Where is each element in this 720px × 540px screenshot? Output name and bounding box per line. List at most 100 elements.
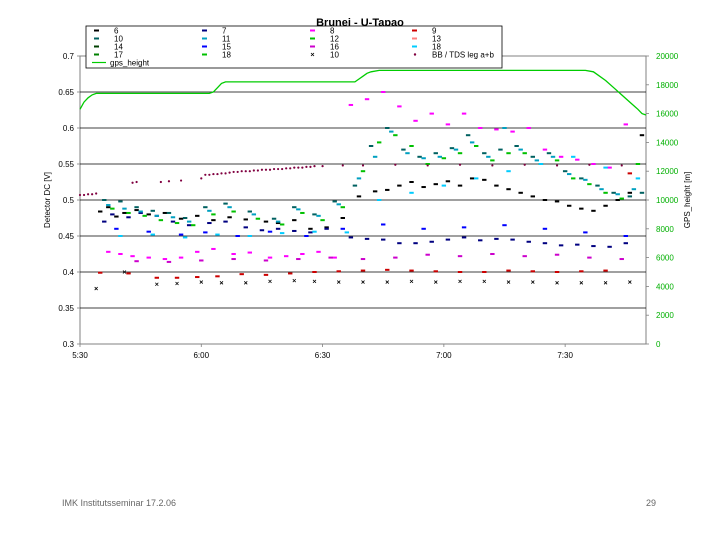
data-point — [619, 258, 624, 261]
data-point — [98, 271, 103, 274]
data-point — [554, 200, 560, 203]
data-point — [321, 165, 324, 168]
data-point — [566, 204, 572, 207]
data-point — [518, 191, 523, 194]
data-point — [263, 220, 269, 223]
gps-height-line — [79, 69, 647, 116]
data-point — [506, 170, 511, 173]
data-point — [155, 282, 159, 287]
y2-tick-label: 18000 — [656, 81, 679, 90]
data-point — [457, 152, 463, 155]
data-point — [102, 220, 107, 223]
data-point — [324, 227, 329, 230]
data-point — [579, 177, 584, 180]
data-point — [441, 157, 447, 160]
y2-tick-label: 14000 — [656, 138, 679, 147]
legend-label: 10 — [330, 51, 339, 60]
data-point — [542, 199, 548, 201]
data-point — [571, 155, 576, 158]
data-point — [340, 217, 345, 219]
data-point — [376, 199, 382, 201]
y-axis-label: Detector DC [V] — [43, 172, 52, 228]
data-point — [579, 207, 584, 210]
data-point — [122, 270, 127, 274]
legend-marker — [310, 37, 315, 40]
data-point — [134, 260, 139, 263]
data-point — [256, 169, 259, 172]
series-10 — [94, 270, 632, 291]
data-point — [293, 166, 296, 169]
data-point — [244, 170, 247, 173]
data-point — [170, 216, 176, 219]
series-15 — [114, 223, 628, 237]
y2-tick-label: 20000 — [656, 52, 679, 61]
data-point — [421, 227, 426, 230]
data-point — [433, 183, 438, 186]
data-point — [393, 256, 398, 259]
data-point — [167, 180, 171, 183]
data-point — [292, 219, 297, 222]
y2-tick-label: 4000 — [656, 282, 674, 291]
data-point — [381, 223, 386, 226]
data-point — [220, 172, 223, 175]
data-point — [518, 148, 523, 151]
data-point — [312, 271, 317, 273]
data-point — [199, 259, 204, 262]
data-point — [292, 206, 297, 209]
data-point — [243, 226, 248, 229]
data-point — [385, 268, 390, 271]
data-point — [591, 209, 596, 212]
data-point — [372, 190, 378, 193]
y-tick-label: 0.6 — [63, 124, 75, 133]
data-point — [531, 280, 535, 284]
data-point — [579, 270, 584, 273]
data-point — [146, 230, 151, 233]
data-point — [603, 191, 608, 194]
data-point — [289, 167, 292, 170]
data-point — [490, 159, 495, 162]
data-point — [247, 251, 252, 254]
data-point — [554, 253, 560, 256]
legend-marker — [94, 45, 99, 48]
data-point — [296, 208, 301, 211]
data-point — [603, 269, 608, 272]
data-point — [546, 152, 552, 155]
data-point — [178, 256, 184, 259]
data-point — [510, 130, 515, 133]
legend-label: 8 — [330, 27, 335, 36]
data-point — [389, 130, 394, 133]
data-point — [279, 232, 285, 235]
data-point — [186, 224, 192, 227]
data-point — [364, 237, 370, 240]
data-point — [300, 253, 305, 255]
series-9 — [98, 172, 633, 279]
legend-label: 12 — [330, 35, 339, 44]
data-point — [158, 219, 164, 222]
data-point — [615, 199, 620, 201]
data-point — [154, 214, 160, 217]
data-point — [182, 236, 188, 239]
y2-tick-label: 6000 — [656, 254, 674, 263]
data-point — [627, 172, 633, 175]
data-point — [95, 192, 98, 195]
data-point — [208, 173, 211, 176]
data-point — [631, 188, 637, 191]
data-point — [272, 167, 276, 171]
data-point — [247, 235, 252, 237]
data-point — [506, 280, 511, 284]
data-point — [146, 213, 151, 216]
x-tick-label: 5:30 — [72, 351, 88, 360]
data-point — [506, 152, 511, 155]
data-point — [635, 177, 641, 180]
data-point — [421, 157, 426, 160]
data-point — [457, 271, 463, 273]
data-point — [309, 165, 312, 168]
y-tick-label: 0.3 — [63, 340, 75, 349]
data-point — [271, 217, 277, 220]
data-point — [409, 145, 414, 147]
data-point — [215, 275, 220, 278]
legend-label: 10 — [114, 35, 123, 44]
data-point — [106, 206, 111, 209]
y-tick-label: 0.4 — [63, 268, 75, 277]
